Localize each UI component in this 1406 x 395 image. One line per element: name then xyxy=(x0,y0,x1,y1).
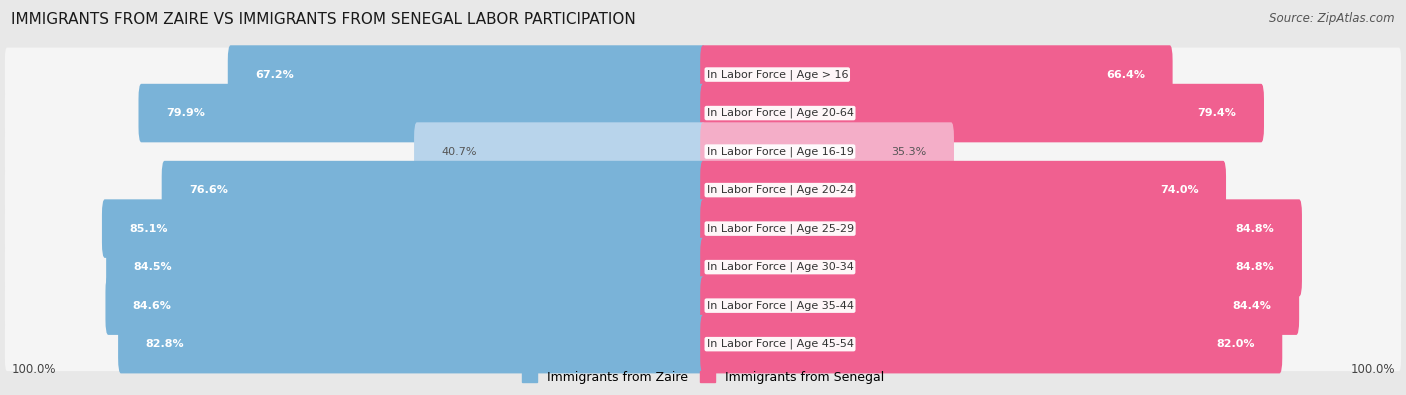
Text: In Labor Force | Age 30-34: In Labor Force | Age 30-34 xyxy=(707,262,853,273)
Text: IMMIGRANTS FROM ZAIRE VS IMMIGRANTS FROM SENEGAL LABOR PARTICIPATION: IMMIGRANTS FROM ZAIRE VS IMMIGRANTS FROM… xyxy=(11,12,636,27)
Text: 35.3%: 35.3% xyxy=(891,147,927,156)
Text: 67.2%: 67.2% xyxy=(256,70,294,79)
FancyBboxPatch shape xyxy=(107,238,706,296)
FancyBboxPatch shape xyxy=(700,276,1299,335)
FancyBboxPatch shape xyxy=(228,45,706,104)
Text: 84.5%: 84.5% xyxy=(134,262,172,272)
Text: 84.6%: 84.6% xyxy=(134,301,172,310)
Text: In Labor Force | Age 20-24: In Labor Force | Age 20-24 xyxy=(707,185,853,196)
Text: 84.4%: 84.4% xyxy=(1233,301,1272,310)
Text: 85.1%: 85.1% xyxy=(129,224,167,233)
FancyBboxPatch shape xyxy=(105,276,706,335)
Text: 66.4%: 66.4% xyxy=(1107,70,1146,79)
FancyBboxPatch shape xyxy=(6,86,1400,140)
Text: 76.6%: 76.6% xyxy=(190,185,228,195)
FancyBboxPatch shape xyxy=(6,279,1400,333)
FancyBboxPatch shape xyxy=(700,161,1226,219)
Text: In Labor Force | Age > 16: In Labor Force | Age > 16 xyxy=(707,69,848,80)
FancyBboxPatch shape xyxy=(6,240,1400,294)
FancyBboxPatch shape xyxy=(700,238,1302,296)
FancyBboxPatch shape xyxy=(162,161,706,219)
Text: In Labor Force | Age 45-54: In Labor Force | Age 45-54 xyxy=(707,339,853,350)
FancyBboxPatch shape xyxy=(103,199,706,258)
Text: 82.8%: 82.8% xyxy=(146,339,184,349)
FancyBboxPatch shape xyxy=(6,163,1400,217)
FancyBboxPatch shape xyxy=(700,84,1264,142)
FancyBboxPatch shape xyxy=(6,201,1400,256)
Legend: Immigrants from Zaire, Immigrants from Senegal: Immigrants from Zaire, Immigrants from S… xyxy=(516,366,890,389)
FancyBboxPatch shape xyxy=(700,122,953,181)
FancyBboxPatch shape xyxy=(6,125,1400,179)
FancyBboxPatch shape xyxy=(138,84,706,142)
Text: In Labor Force | Age 20-64: In Labor Force | Age 20-64 xyxy=(707,108,853,118)
FancyBboxPatch shape xyxy=(700,199,1302,258)
Text: In Labor Force | Age 16-19: In Labor Force | Age 16-19 xyxy=(707,146,853,157)
FancyBboxPatch shape xyxy=(700,315,1282,373)
Text: 84.8%: 84.8% xyxy=(1236,262,1275,272)
Text: 84.8%: 84.8% xyxy=(1236,224,1275,233)
Text: In Labor Force | Age 25-29: In Labor Force | Age 25-29 xyxy=(707,223,853,234)
Text: 79.4%: 79.4% xyxy=(1198,108,1237,118)
Text: In Labor Force | Age 35-44: In Labor Force | Age 35-44 xyxy=(707,300,853,311)
Text: 40.7%: 40.7% xyxy=(441,147,477,156)
FancyBboxPatch shape xyxy=(6,317,1400,371)
Text: 79.9%: 79.9% xyxy=(166,108,205,118)
FancyBboxPatch shape xyxy=(118,315,706,373)
Text: 100.0%: 100.0% xyxy=(1350,363,1395,376)
FancyBboxPatch shape xyxy=(700,45,1173,104)
Text: 74.0%: 74.0% xyxy=(1160,185,1198,195)
FancyBboxPatch shape xyxy=(6,48,1400,102)
Text: 82.0%: 82.0% xyxy=(1216,339,1256,349)
FancyBboxPatch shape xyxy=(415,122,706,181)
Text: Source: ZipAtlas.com: Source: ZipAtlas.com xyxy=(1270,12,1395,25)
Text: 100.0%: 100.0% xyxy=(11,363,56,376)
